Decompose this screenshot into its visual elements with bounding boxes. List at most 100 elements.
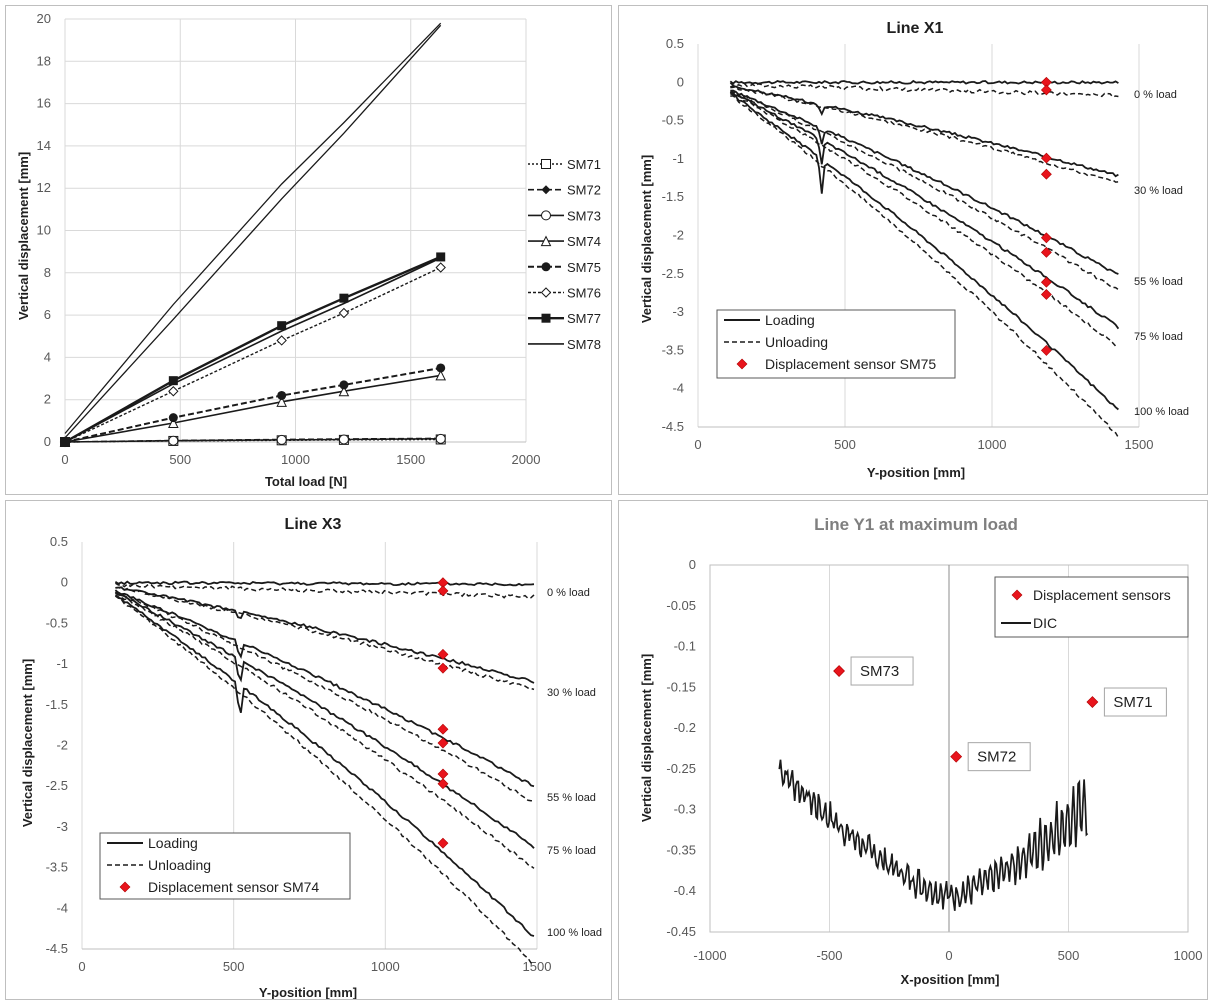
y-axis-label: Vertical displacement [mm]: [20, 659, 35, 827]
y-tick-label: -4: [672, 381, 684, 396]
y-tick-label: -3.5: [46, 860, 68, 875]
chart-sensor-displacement-vs-load: 0 500 1000 1500 2000 0 2 4 6 8 10 12 14 16 18 20 SM71 SM…: [5, 5, 612, 495]
y-tick-label: 2: [44, 392, 51, 407]
unloading-curve: [730, 90, 1119, 348]
load-label: 0 % load: [547, 587, 590, 599]
y-tick-label: -2: [56, 738, 68, 753]
series-line-sm75: [64, 367, 441, 443]
y-tick-label: 20: [37, 11, 51, 26]
load-label: 55 % load: [1134, 276, 1183, 288]
legend-label: Unloading: [148, 857, 211, 873]
legend-sensor-marker: [1011, 589, 1023, 601]
chart-1-svg: 0 500 1000 1500 2000 0 2 4 6 8 10 12 14 16 18 20 SM71 SM…: [16, 11, 601, 489]
x-tick-label: 1500: [396, 452, 425, 467]
dic-curve: [778, 759, 1089, 911]
y-tick-label: -0.1: [674, 639, 696, 654]
marker-triangle-open: [540, 235, 552, 247]
sensor-callout-box: [967, 742, 1031, 772]
x-tick-label: 1000: [371, 959, 400, 974]
legend-box: [994, 576, 1189, 638]
marker-circle-open: [338, 434, 349, 445]
loading-curve: [730, 85, 1119, 178]
y-tick-label: -0.5: [662, 113, 684, 128]
series-line-sm78: [64, 257, 442, 443]
marker-circle-filled: [541, 262, 551, 272]
marker-circle-open: [541, 210, 551, 221]
sensor-marker: [1040, 246, 1052, 258]
chart-3-svg: Line X3 0 500 1000 1500 0.5 0 -0.5 -1 -1.5 -2 -2.5…: [20, 516, 602, 1000]
y-axis-label: Vertical displacement [mm]: [639, 654, 654, 822]
sensor-callout-box: [1103, 687, 1167, 717]
y-tick-label: 14: [37, 138, 51, 153]
y-tick-label: -2.5: [46, 778, 68, 793]
load-label: 100 % load: [1134, 406, 1189, 418]
y-tick-label: 12: [37, 180, 51, 195]
legend-sensor-marker: [736, 358, 748, 370]
sensor-marker: [437, 723, 449, 735]
y-tick-label: -0.5: [46, 615, 68, 630]
unloading-curve: [114, 594, 535, 965]
x-axis-label: Y-position [mm]: [259, 985, 357, 1000]
x-tick-label: 1500: [523, 959, 552, 974]
marker-triangle-open: [435, 369, 447, 381]
legend-label: Loading: [765, 312, 815, 328]
load-label: 75 % load: [1134, 331, 1183, 343]
x-tick-label: 1000: [1174, 948, 1203, 963]
y-tick-label: 16: [37, 96, 51, 111]
marker-diamond-filled: [541, 185, 551, 195]
x-tick-label: 500: [223, 959, 245, 974]
chart-title: Line X1: [887, 20, 944, 37]
sensor-marker: [1040, 344, 1052, 356]
sensor-marker: [1040, 152, 1052, 164]
x-tick-label: 1000: [978, 437, 1007, 452]
y-tick-label: 4: [44, 349, 51, 364]
sensor-marker: [437, 778, 449, 790]
marker-circle-filled: [168, 413, 178, 423]
legend-label: SM73: [567, 208, 601, 223]
y-tick-label: 18: [37, 53, 51, 68]
sensor-marker-sm72: [950, 750, 963, 763]
y-tick-label: -0.15: [666, 679, 696, 694]
marker-circle-filled: [339, 380, 349, 390]
unloading-curve: [730, 95, 1120, 438]
legend-box: [716, 309, 956, 379]
y-tick-label: -1.5: [46, 697, 68, 712]
chart-title: Line X3: [285, 516, 342, 533]
y-tick-label: -0.05: [666, 598, 696, 613]
sensor-marker: [437, 837, 449, 849]
marker-triangle-open: [338, 385, 350, 397]
load-label: 30 % load: [1134, 185, 1183, 197]
y-tick-label: -2: [672, 228, 684, 243]
y-tick-label: -3: [672, 304, 684, 319]
loading-curve: [729, 91, 1120, 330]
load-label: 0 % load: [1134, 89, 1177, 101]
legend-label: Loading: [148, 835, 198, 851]
legend-label: SM72: [567, 183, 601, 198]
chart-title: Line Y1 at maximum load: [814, 515, 1018, 534]
y-tick-label: 10: [37, 223, 51, 238]
x-axis-label: Y-position [mm]: [867, 465, 965, 480]
chart-4-svg: Line Y1 at maximum load -1000 -500 0 500 100…: [639, 515, 1203, 987]
marker-triangle-open: [276, 396, 287, 407]
loading-curve: [729, 92, 1119, 411]
marker-circle-open: [276, 434, 287, 445]
marker-square-filled: [339, 293, 349, 303]
unloading-curve: [729, 84, 1119, 183]
sensor-marker: [1040, 289, 1052, 300]
sensor-marker: [437, 662, 449, 674]
loading-curve: [730, 89, 1119, 275]
marker-circle-filled: [436, 363, 446, 373]
legend-label: SM77: [567, 311, 601, 326]
legend-label: SM78: [567, 337, 601, 352]
legend-label: DIC: [1033, 615, 1057, 631]
x-tick-label: 500: [834, 437, 856, 452]
marker-diamond-open: [435, 262, 446, 273]
y-tick-label: 0: [44, 434, 51, 449]
y-tick-label: 8: [44, 265, 51, 280]
legend-sensor-marker: [119, 881, 131, 893]
y-tick-label: -0.25: [666, 761, 696, 776]
x-axis-label: Total load [N]: [265, 474, 347, 489]
legend-label: Unloading: [765, 334, 828, 350]
y-tick-label: -2.5: [662, 266, 684, 281]
y-tick-label: -4.5: [662, 419, 684, 434]
